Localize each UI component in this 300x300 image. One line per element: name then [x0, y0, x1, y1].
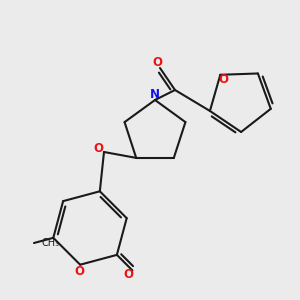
- Text: O: O: [74, 265, 84, 278]
- Text: N: N: [150, 88, 160, 100]
- Text: CH₃: CH₃: [42, 238, 60, 248]
- Text: O: O: [123, 268, 134, 281]
- Text: O: O: [218, 73, 228, 86]
- Text: O: O: [93, 142, 103, 155]
- Text: O: O: [152, 56, 162, 70]
